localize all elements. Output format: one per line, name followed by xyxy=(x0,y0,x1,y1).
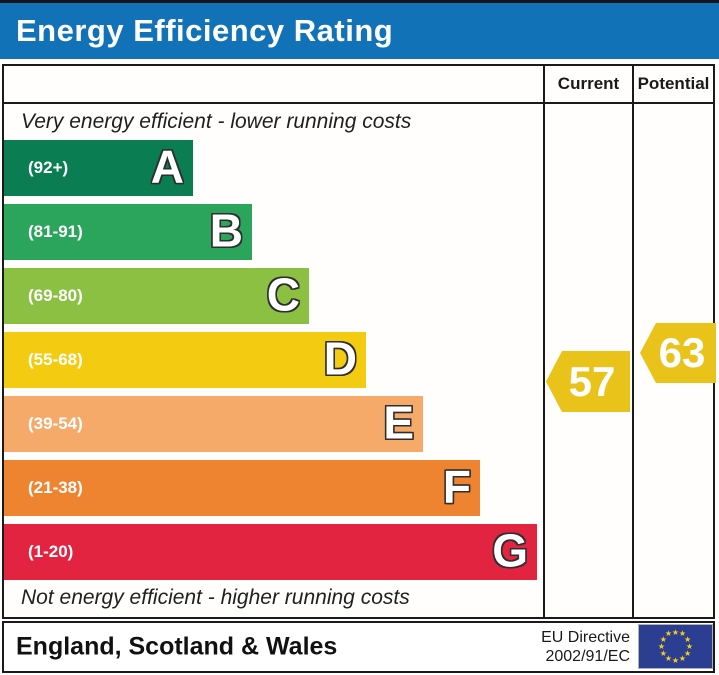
band-letter: C xyxy=(266,268,300,321)
band-B: (81-91) B xyxy=(4,204,252,260)
eu-directive-label: EU Directive 2002/91/EC xyxy=(541,628,630,666)
band-letter: A xyxy=(150,140,184,193)
band-range-label: (55-68) xyxy=(28,350,83,369)
eu-flag-star: ★ xyxy=(678,629,687,639)
eu-flag-star: ★ xyxy=(684,648,692,658)
band-G: (1-20) G xyxy=(4,524,537,580)
potential-column-divider xyxy=(632,66,634,617)
current-rating-value: 57 xyxy=(568,357,616,405)
band-D: (55-68) D xyxy=(4,332,366,388)
band-letter: G xyxy=(492,524,528,577)
eu-directive-line2: 2002/91/EC xyxy=(545,648,630,665)
band-range-label: (21-38) xyxy=(28,478,83,497)
eu-flag-star: ★ xyxy=(664,629,673,639)
band-range-label: (81-91) xyxy=(28,222,83,241)
band-letter: B xyxy=(209,204,243,257)
table-header-row: Current Potential xyxy=(4,66,713,104)
region-label: England, Scotland & Wales xyxy=(16,632,338,661)
eu-flag-star: ★ xyxy=(671,627,680,637)
band-range-label: (92+) xyxy=(28,158,69,177)
eu-flag-star: ★ xyxy=(671,655,680,665)
eu-flag-star: ★ xyxy=(659,634,667,644)
band-range-label: (1-20) xyxy=(28,542,74,561)
band-E: (39-54) E xyxy=(4,396,423,452)
band-F: (21-38) F xyxy=(4,460,480,516)
eu-flag-star: ★ xyxy=(664,653,673,663)
page-title: Energy Efficiency Rating xyxy=(16,13,394,48)
band-letter: D xyxy=(323,332,357,385)
current-rating-pointer: 57 xyxy=(546,351,630,412)
current-column-header: Current xyxy=(557,74,620,93)
current-column-divider xyxy=(543,66,545,617)
eu-flag-star: ★ xyxy=(684,634,692,644)
top-note: Very energy efficient - lower running co… xyxy=(21,110,412,133)
band-letter: E xyxy=(383,396,414,449)
eu-flag-star: ★ xyxy=(659,648,667,658)
eu-flag-icon: ★ ★ ★ ★ ★ ★ ★ ★ ★ ★ ★ ★ xyxy=(638,624,713,669)
band-letter: F xyxy=(442,460,471,513)
band-A: (92+) A xyxy=(4,140,193,196)
potential-column-header: Potential xyxy=(637,74,710,93)
eu-flag-star: ★ xyxy=(657,641,666,651)
title-bar: Energy Efficiency Rating xyxy=(0,0,719,59)
energy-rating-table: Current Potential Very energy efficient … xyxy=(2,64,716,619)
footer-bar: England, Scotland & Wales EU Directive 2… xyxy=(2,621,715,673)
potential-rating-pointer: 63 xyxy=(640,323,716,383)
band-range-label: (39-54) xyxy=(28,414,83,433)
band-range-label: (69-80) xyxy=(28,286,83,305)
eu-flag-star: ★ xyxy=(685,641,694,651)
potential-rating-value: 63 xyxy=(658,329,706,376)
band-C: (69-80) C xyxy=(4,268,309,324)
eu-flag-star: ★ xyxy=(678,653,687,663)
bottom-note: Not energy efficient - higher running co… xyxy=(21,586,410,609)
eu-directive-line1: EU Directive xyxy=(541,629,630,646)
